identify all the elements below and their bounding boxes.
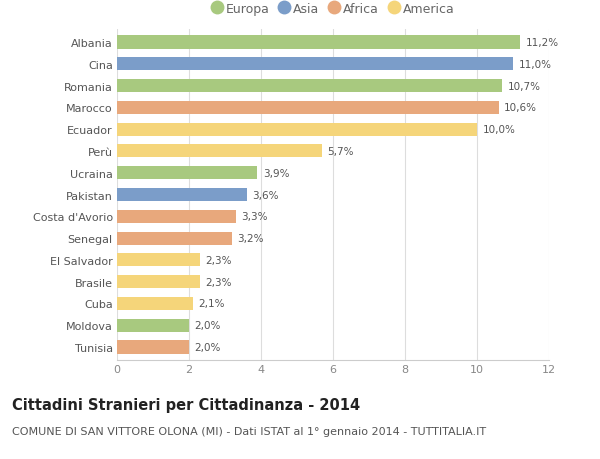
Text: 2,1%: 2,1% bbox=[198, 299, 224, 309]
Bar bbox=[117, 189, 247, 202]
Bar bbox=[117, 145, 322, 158]
Bar bbox=[117, 319, 189, 332]
Bar bbox=[117, 254, 200, 267]
Text: 11,0%: 11,0% bbox=[518, 60, 551, 70]
Bar bbox=[117, 341, 189, 354]
Bar bbox=[117, 210, 236, 224]
Text: 2,3%: 2,3% bbox=[205, 255, 232, 265]
Text: 10,0%: 10,0% bbox=[482, 125, 515, 135]
Text: 2,3%: 2,3% bbox=[205, 277, 232, 287]
Bar bbox=[117, 297, 193, 310]
Bar bbox=[117, 36, 520, 50]
Text: 3,6%: 3,6% bbox=[252, 190, 278, 200]
Text: 11,2%: 11,2% bbox=[526, 38, 559, 48]
Text: 3,2%: 3,2% bbox=[238, 234, 264, 244]
Text: COMUNE DI SAN VITTORE OLONA (MI) - Dati ISTAT al 1° gennaio 2014 - TUTTITALIA.IT: COMUNE DI SAN VITTORE OLONA (MI) - Dati … bbox=[12, 426, 486, 436]
Text: 2,0%: 2,0% bbox=[194, 320, 221, 330]
Text: 5,7%: 5,7% bbox=[328, 146, 354, 157]
Legend: Europa, Asia, Africa, America: Europa, Asia, Africa, America bbox=[206, 0, 460, 21]
Text: 10,7%: 10,7% bbox=[508, 81, 541, 91]
Text: 3,3%: 3,3% bbox=[241, 212, 268, 222]
Bar bbox=[117, 167, 257, 180]
Text: 10,6%: 10,6% bbox=[504, 103, 537, 113]
Bar bbox=[117, 123, 477, 136]
Text: 2,0%: 2,0% bbox=[194, 342, 221, 352]
Text: Cittadini Stranieri per Cittadinanza - 2014: Cittadini Stranieri per Cittadinanza - 2… bbox=[12, 397, 360, 412]
Bar bbox=[117, 275, 200, 289]
Text: 3,9%: 3,9% bbox=[263, 168, 289, 179]
Bar bbox=[117, 80, 502, 93]
Bar bbox=[117, 58, 513, 71]
Bar bbox=[117, 232, 232, 245]
Bar bbox=[117, 101, 499, 115]
